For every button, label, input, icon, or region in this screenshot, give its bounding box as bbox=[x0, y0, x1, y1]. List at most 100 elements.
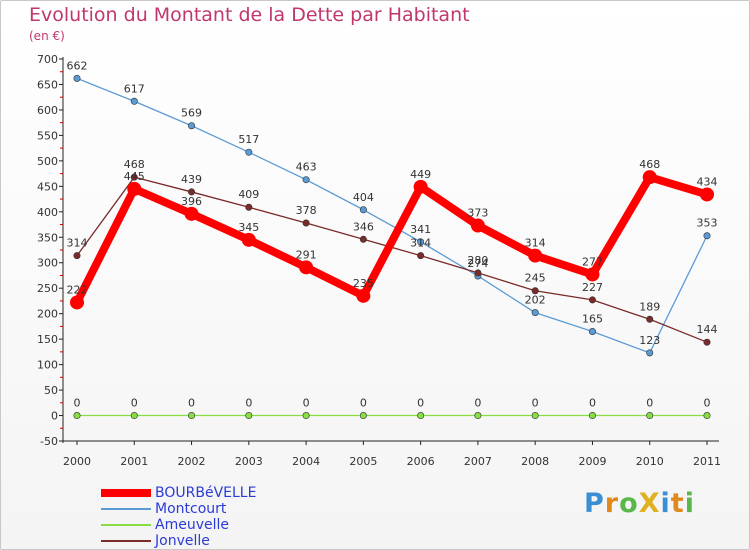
data-label: 0 bbox=[360, 397, 367, 410]
brand-logo: ProXiti bbox=[584, 488, 695, 519]
x-tick-label: 2010 bbox=[636, 455, 664, 468]
chart-subtitle: (en €) bbox=[29, 29, 65, 43]
data-point bbox=[588, 296, 596, 304]
x-tick-label: 2005 bbox=[349, 455, 377, 468]
data-label: 202 bbox=[525, 294, 546, 307]
legend-label-bourbevelle: BOURBéVELLE bbox=[155, 485, 257, 501]
y-tick-label: 550 bbox=[37, 129, 58, 142]
data-point bbox=[531, 287, 539, 295]
data-point bbox=[241, 232, 256, 247]
data-label: 0 bbox=[131, 397, 138, 410]
y-tick-label: 100 bbox=[37, 359, 58, 372]
series-line-bourbévelle bbox=[73, 173, 711, 307]
brand-letter: r bbox=[604, 488, 620, 519]
data-point bbox=[73, 412, 81, 420]
data-point bbox=[646, 349, 654, 357]
data-point bbox=[417, 252, 425, 260]
data-point bbox=[417, 412, 425, 420]
y-tick-label: 300 bbox=[37, 257, 58, 270]
x-tick-label: 2006 bbox=[407, 455, 435, 468]
data-label: 0 bbox=[704, 397, 711, 410]
data-point bbox=[188, 412, 196, 420]
data-point bbox=[413, 179, 428, 194]
data-point bbox=[184, 206, 199, 221]
series-line-montcourt bbox=[76, 77, 708, 354]
data-label: 353 bbox=[697, 217, 718, 230]
data-label: 662 bbox=[67, 59, 88, 72]
data-point bbox=[474, 269, 482, 277]
data-point bbox=[417, 238, 425, 246]
y-tick-label: 50 bbox=[44, 384, 58, 397]
data-label: 189 bbox=[639, 300, 660, 313]
legend-swatch-bourbevelle bbox=[101, 489, 151, 497]
data-label: 404 bbox=[353, 191, 374, 204]
data-label: 0 bbox=[474, 397, 481, 410]
data-label: 0 bbox=[188, 397, 195, 410]
data-label: 396 bbox=[181, 195, 202, 208]
y-tick-label: 600 bbox=[37, 104, 58, 117]
y-tick-label: 0 bbox=[51, 410, 58, 423]
data-label: 291 bbox=[296, 248, 317, 261]
data-point bbox=[528, 248, 543, 263]
data-point bbox=[356, 288, 371, 303]
data-label: 314 bbox=[67, 237, 88, 250]
data-point bbox=[130, 173, 138, 181]
data-point bbox=[703, 232, 711, 240]
legend-label-montcourt: Montcourt bbox=[155, 501, 227, 517]
data-label: 277 bbox=[582, 255, 603, 268]
data-label: 0 bbox=[532, 397, 539, 410]
data-point bbox=[474, 412, 482, 420]
data-label: 0 bbox=[74, 397, 81, 410]
data-point bbox=[130, 97, 138, 105]
x-tick-label: 2009 bbox=[578, 455, 606, 468]
x-tick-label: 2003 bbox=[235, 455, 263, 468]
data-point bbox=[299, 260, 314, 275]
y-tick-label: 700 bbox=[37, 53, 58, 66]
data-label: 0 bbox=[589, 397, 596, 410]
x-tick-label: 2011 bbox=[693, 455, 721, 468]
data-label: 439 bbox=[181, 173, 202, 186]
data-point bbox=[646, 412, 654, 420]
data-label: 144 bbox=[697, 323, 718, 336]
y-tick-label: 200 bbox=[37, 308, 58, 321]
data-label: 0 bbox=[303, 397, 310, 410]
brand-letter: P bbox=[584, 488, 605, 519]
y-tick-label: 250 bbox=[37, 282, 58, 295]
data-point bbox=[531, 412, 539, 420]
data-point bbox=[127, 181, 142, 196]
data-label: 463 bbox=[296, 161, 317, 174]
data-point bbox=[703, 338, 711, 346]
data-label: 617 bbox=[124, 82, 145, 95]
data-point bbox=[531, 309, 539, 317]
data-point bbox=[302, 412, 310, 420]
data-point bbox=[359, 412, 367, 420]
data-point bbox=[359, 206, 367, 214]
data-point bbox=[130, 412, 138, 420]
brand-letter: i bbox=[684, 488, 695, 519]
legend-swatch-ameuvelle bbox=[101, 524, 151, 526]
data-label: 222 bbox=[67, 283, 88, 296]
data-point bbox=[302, 219, 310, 227]
x-tick-label: 2001 bbox=[120, 455, 148, 468]
data-label: 569 bbox=[181, 107, 202, 120]
brand-letter: t bbox=[670, 488, 685, 519]
legend-label-ameuvelle: Ameuvelle bbox=[155, 517, 229, 533]
data-label: 123 bbox=[639, 334, 660, 347]
data-label: 314 bbox=[525, 237, 546, 250]
y-tick-label: 500 bbox=[37, 155, 58, 168]
data-label: 274 bbox=[467, 257, 488, 270]
data-point bbox=[188, 188, 196, 196]
data-label: 227 bbox=[582, 281, 603, 294]
data-point bbox=[73, 74, 81, 82]
data-point bbox=[73, 252, 81, 260]
data-point bbox=[470, 218, 485, 233]
data-point bbox=[700, 187, 714, 202]
data-label: 0 bbox=[417, 397, 424, 410]
data-label: 468 bbox=[124, 158, 145, 171]
data-point bbox=[588, 327, 596, 335]
x-tick-label: 2008 bbox=[521, 455, 549, 468]
data-point bbox=[703, 412, 711, 420]
data-label: 409 bbox=[238, 188, 259, 201]
data-label: 373 bbox=[467, 207, 488, 220]
